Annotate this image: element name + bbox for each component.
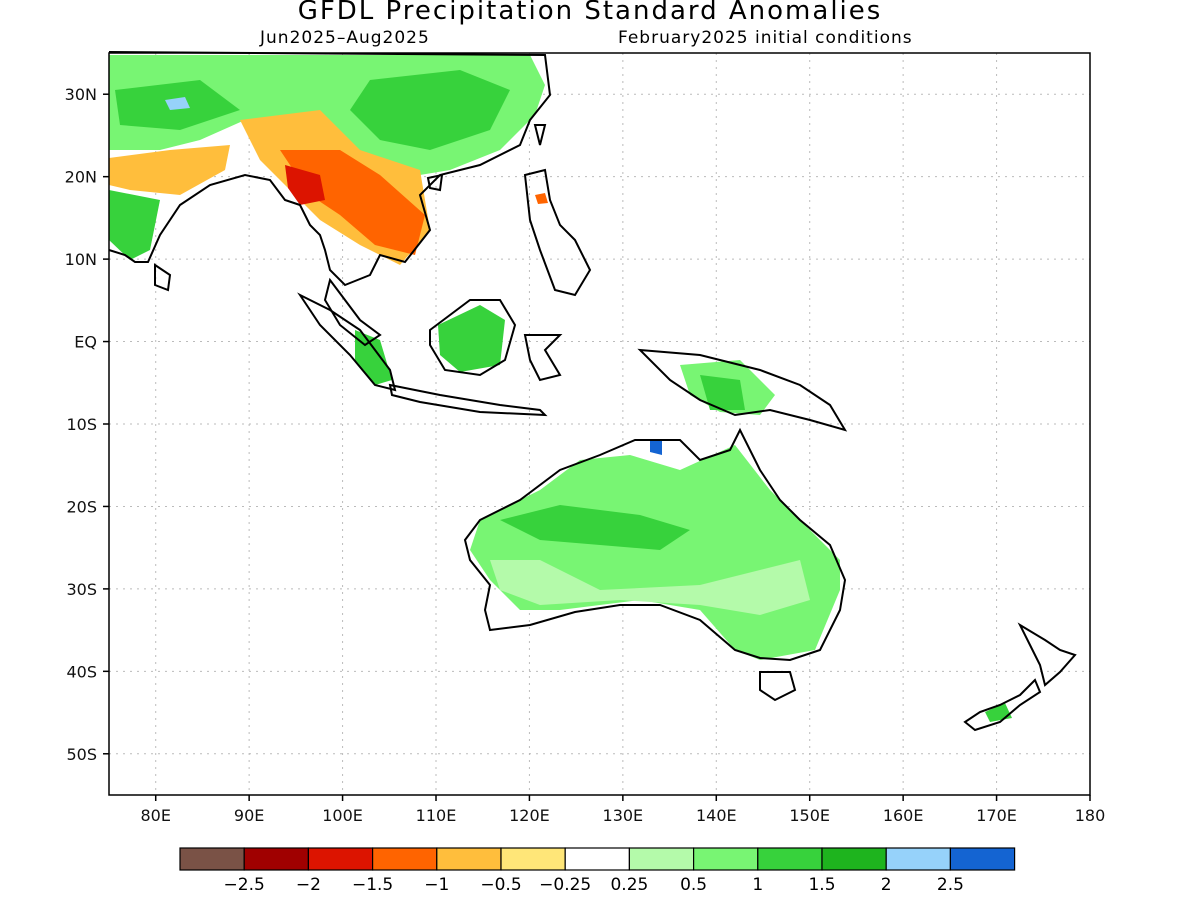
borneo-wet: [438, 305, 505, 372]
colorbar-swatch: [628, 847, 695, 871]
new-guinea-coast: [637, 348, 848, 432]
taiwan-coast: [533, 124, 547, 146]
lon-tick-label: 130E: [603, 806, 644, 825]
colorbar-swatch: [949, 847, 1016, 871]
colorbar-swatch: [500, 847, 566, 871]
colorbar-swatch: [179, 847, 245, 871]
colorbar-label: 0.25: [610, 875, 648, 895]
lat-tick-label: 20N: [65, 168, 97, 187]
lat-tick-label: 40S: [66, 662, 97, 681]
map-title: GFDL Precipitation Standard Anomalies: [297, 0, 883, 26]
colorbar-label: −0.25: [539, 875, 591, 895]
colorbar-swatch: [757, 847, 823, 871]
colorbar-swatch: [243, 847, 309, 871]
java-coast: [388, 383, 548, 417]
latitude-axis: 30N 20N 10N EQ 10S 20S 30S 40S 50S: [65, 85, 109, 764]
australia-light-wet: [490, 560, 810, 615]
colorbar: −2.5 −2 −1.5 −1 −0.5 −0.25 0.25 0.5 1 1.5 2 2.5: [179, 847, 1016, 895]
lat-tick-label: 10S: [66, 415, 97, 434]
longitude-axis: 80E 90E 100E 110E 120E 130E 140E 150E 160E 170E 18…: [140, 795, 1105, 825]
asia-mainland-coast: [108, 51, 552, 287]
colorbar-label: 0.5: [680, 875, 707, 895]
lon-tick-label: 150E: [789, 806, 830, 825]
lon-tick-label: 120E: [509, 806, 550, 825]
lat-tick-label: 30N: [65, 85, 97, 104]
lon-tick-label: 100E: [322, 806, 363, 825]
australia-coast: [463, 427, 847, 662]
colorbar-label: 1: [752, 875, 763, 895]
map-panel: [108, 51, 1091, 796]
lat-tick-label: 10N: [65, 250, 97, 269]
initial-conditions-label: February2025 initial conditions: [618, 28, 913, 48]
borneo-coast: [429, 299, 517, 377]
colorbar-label: −1.5: [352, 875, 393, 895]
philippines-coast: [523, 168, 592, 297]
lon-tick-label: 140E: [696, 806, 737, 825]
sri-lanka-coast: [154, 263, 172, 292]
india-west-wet: [109, 190, 160, 260]
tasmania-coast: [759, 671, 797, 702]
lon-tick-label: 180: [1075, 806, 1106, 825]
lat-tick-label: 20S: [66, 497, 97, 516]
colorbar-swatch: [692, 847, 759, 871]
philippines-dry-spot: [535, 193, 548, 204]
myanmar-very-dry: [285, 165, 325, 205]
north-australia-wet-spot: [650, 440, 662, 455]
sulawesi-coast: [523, 334, 563, 382]
colorbar-label: 2: [881, 875, 892, 895]
hainan-coast: [426, 173, 444, 192]
lon-tick-label: 160E: [883, 806, 924, 825]
coastlines: [108, 51, 1077, 732]
new-guinea-strong-wet: [700, 375, 745, 410]
colorbar-swatch: [564, 847, 631, 871]
colorbar-label: −2: [296, 875, 321, 895]
colorbar-swatch: [885, 847, 952, 871]
lat-tick-label: 50S: [66, 745, 97, 764]
nz-north-island-coast: [1017, 622, 1077, 687]
malay-peninsula-coast: [323, 277, 382, 347]
lon-tick-label: 80E: [140, 806, 170, 825]
lat-tick-label: EQ: [74, 333, 97, 352]
colorbar-swatch: [436, 847, 502, 871]
lat-tick-label: 30S: [66, 580, 97, 599]
asia-strong-wet: [115, 70, 510, 150]
anomaly-shading: [109, 55, 1012, 722]
nz-south-island-coast: [963, 678, 1042, 732]
sumatra-coast: [297, 292, 397, 392]
colorbar-swatch: [307, 847, 374, 871]
colorbar-label: −2.5: [224, 875, 265, 895]
colorbar-label: 1.5: [808, 875, 835, 895]
colorbar-swatch: [372, 847, 438, 871]
tibet-wet-spot: [165, 97, 190, 110]
colorbar-label: −0.5: [480, 875, 521, 895]
india-dry-band: [109, 145, 230, 195]
lon-tick-label: 110E: [416, 806, 457, 825]
lon-tick-label: 170E: [976, 806, 1017, 825]
forecast-period: Jun2025–Aug2025: [260, 28, 430, 48]
australia-strong-wet: [500, 505, 690, 550]
lon-tick-label: 90E: [234, 806, 264, 825]
colorbar-swatch: [821, 847, 887, 871]
colorbar-label: 2.5: [937, 875, 964, 895]
colorbar-label: −1: [424, 875, 449, 895]
